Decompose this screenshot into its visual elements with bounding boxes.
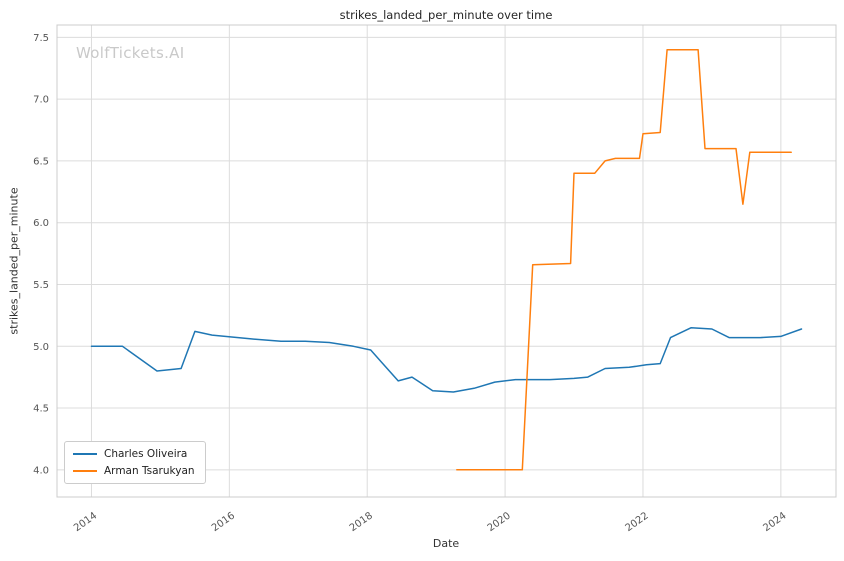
- legend-item-tsarukyan: Arman Tsarukyan: [73, 465, 195, 477]
- legend-item-oliveira: Charles Oliveira: [73, 448, 195, 460]
- svg-text:2022: 2022: [624, 510, 651, 534]
- legend-line-swatch-tsarukyan: [73, 470, 97, 472]
- svg-text:7.0: 7.0: [33, 95, 49, 106]
- svg-text:7.5: 7.5: [33, 33, 49, 44]
- legend: Charles Oliveira Arman Tsarukyan: [64, 441, 206, 484]
- svg-text:2014: 2014: [72, 510, 99, 534]
- svg-text:2024: 2024: [761, 510, 788, 534]
- svg-text:2018: 2018: [348, 510, 375, 534]
- watermark: WolfTickets.AI: [76, 44, 185, 62]
- legend-line-swatch-oliveira: [73, 453, 97, 455]
- svg-text:6.5: 6.5: [33, 156, 49, 167]
- svg-text:4.5: 4.5: [33, 404, 49, 415]
- legend-label-oliveira: Charles Oliveira: [104, 448, 188, 460]
- svg-text:2016: 2016: [210, 510, 237, 534]
- svg-text:5.5: 5.5: [33, 280, 49, 291]
- x-axis-label: Date: [432, 537, 460, 550]
- y-axis-label: strikes_landed_per_minute: [7, 187, 21, 335]
- svg-text:2020: 2020: [486, 510, 513, 534]
- legend-label-tsarukyan: Arman Tsarukyan: [104, 465, 195, 477]
- svg-text:5.0: 5.0: [33, 342, 49, 353]
- svg-text:6.0: 6.0: [33, 218, 49, 229]
- chart-title: strikes_landed_per_minute over time: [339, 8, 553, 22]
- svg-text:4.0: 4.0: [33, 465, 49, 476]
